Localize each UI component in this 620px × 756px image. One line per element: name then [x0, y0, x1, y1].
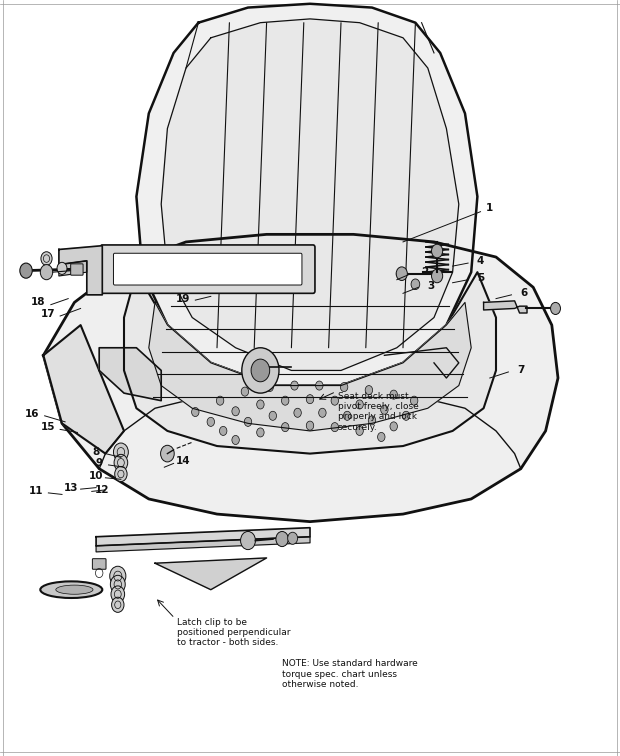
Text: 13: 13 [64, 482, 79, 493]
Polygon shape [59, 246, 102, 295]
Polygon shape [43, 325, 124, 454]
Text: Seat deck must
pivot freely, close
properly and lock
securely.: Seat deck must pivot freely, close prope… [338, 392, 419, 432]
FancyBboxPatch shape [92, 559, 106, 569]
Text: 1: 1 [486, 203, 494, 213]
Polygon shape [124, 272, 496, 454]
Circle shape [110, 575, 125, 593]
Text: 2: 2 [421, 267, 428, 277]
Polygon shape [484, 301, 527, 313]
Circle shape [266, 383, 273, 392]
Text: 19: 19 [175, 293, 190, 304]
Circle shape [331, 396, 339, 405]
Circle shape [115, 466, 127, 482]
Circle shape [378, 432, 385, 442]
Circle shape [216, 396, 224, 405]
Polygon shape [59, 261, 87, 276]
Circle shape [368, 416, 376, 425]
Circle shape [291, 381, 298, 390]
Circle shape [551, 302, 560, 314]
Circle shape [20, 263, 32, 278]
Text: Latch clip to be
positioned perpendicular
to tractor - both sides.: Latch clip to be positioned perpendicula… [177, 618, 290, 647]
Circle shape [319, 408, 326, 417]
Circle shape [244, 417, 252, 426]
Circle shape [257, 400, 264, 409]
FancyBboxPatch shape [100, 245, 315, 293]
Circle shape [288, 532, 298, 544]
Circle shape [316, 381, 323, 390]
Text: 10: 10 [89, 471, 104, 482]
Circle shape [281, 396, 289, 405]
Polygon shape [96, 537, 310, 552]
Circle shape [257, 428, 264, 437]
Circle shape [41, 252, 52, 265]
Text: 8: 8 [92, 447, 100, 457]
Circle shape [241, 387, 249, 396]
Circle shape [306, 395, 314, 404]
Circle shape [112, 597, 124, 612]
Circle shape [40, 265, 53, 280]
Circle shape [251, 359, 270, 382]
Text: 5: 5 [477, 273, 484, 284]
Circle shape [57, 262, 67, 274]
Text: eReplacementParts.com: eReplacementParts.com [205, 355, 391, 370]
Text: 14: 14 [175, 456, 190, 466]
Text: NOTE: Use standard hardware
torque spec. chart unless
otherwise noted.: NOTE: Use standard hardware torque spec.… [282, 659, 418, 689]
Circle shape [402, 411, 410, 420]
Circle shape [410, 396, 418, 405]
Polygon shape [149, 302, 471, 431]
Text: 11: 11 [29, 486, 43, 497]
Circle shape [110, 566, 126, 586]
Polygon shape [161, 19, 459, 370]
Polygon shape [136, 4, 477, 386]
Circle shape [111, 586, 125, 603]
Circle shape [219, 426, 227, 435]
Circle shape [356, 400, 363, 409]
Circle shape [306, 421, 314, 430]
Circle shape [192, 407, 199, 417]
Circle shape [331, 423, 339, 432]
Circle shape [411, 279, 420, 290]
Text: 6: 6 [520, 288, 528, 299]
Polygon shape [155, 558, 267, 590]
Circle shape [343, 411, 351, 420]
Circle shape [365, 386, 373, 395]
Circle shape [381, 405, 388, 414]
Ellipse shape [56, 585, 93, 594]
Circle shape [432, 269, 443, 283]
Circle shape [390, 422, 397, 431]
Circle shape [340, 383, 348, 392]
Text: 7: 7 [517, 365, 525, 376]
Circle shape [276, 531, 288, 547]
Polygon shape [43, 234, 558, 522]
Circle shape [294, 408, 301, 417]
Circle shape [207, 417, 215, 426]
FancyBboxPatch shape [113, 253, 302, 285]
Text: 15: 15 [40, 422, 55, 432]
Circle shape [390, 390, 397, 399]
Text: 4: 4 [477, 256, 484, 266]
Circle shape [113, 443, 128, 461]
Polygon shape [96, 528, 310, 546]
Text: 12: 12 [95, 485, 110, 495]
Circle shape [281, 423, 289, 432]
Circle shape [114, 454, 128, 471]
Circle shape [161, 445, 174, 462]
Circle shape [396, 267, 407, 280]
FancyBboxPatch shape [71, 264, 83, 275]
Circle shape [232, 407, 239, 416]
Circle shape [269, 411, 277, 420]
Ellipse shape [40, 581, 102, 598]
Circle shape [241, 531, 255, 550]
Circle shape [242, 348, 279, 393]
Text: 16: 16 [25, 409, 40, 420]
Circle shape [356, 426, 363, 435]
Circle shape [432, 244, 443, 258]
Circle shape [232, 435, 239, 445]
Text: 9: 9 [95, 458, 103, 469]
Text: 3: 3 [427, 280, 435, 291]
Polygon shape [99, 348, 161, 401]
Text: 17: 17 [40, 308, 55, 319]
Text: 18: 18 [31, 297, 46, 308]
